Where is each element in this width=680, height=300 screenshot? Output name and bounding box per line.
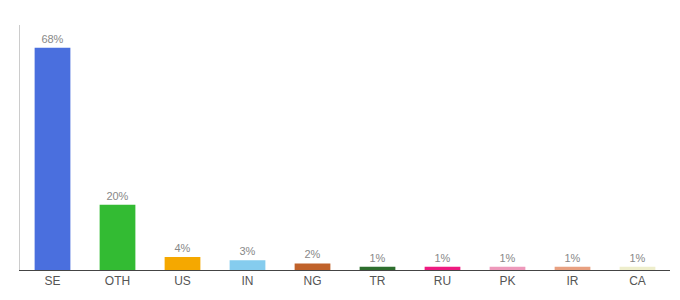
svg-text:TR: TR bbox=[370, 274, 386, 288]
svg-text:68%: 68% bbox=[41, 33, 63, 45]
svg-text:3%: 3% bbox=[239, 245, 255, 257]
svg-text:1%: 1% bbox=[434, 252, 450, 264]
svg-text:US: US bbox=[174, 274, 191, 288]
svg-text:RU: RU bbox=[434, 274, 451, 288]
svg-text:PK: PK bbox=[499, 274, 515, 288]
svg-text:OTH: OTH bbox=[105, 274, 130, 288]
svg-text:1%: 1% bbox=[499, 252, 515, 264]
svg-text:IN: IN bbox=[242, 274, 254, 288]
svg-text:1%: 1% bbox=[629, 252, 645, 264]
svg-text:4%: 4% bbox=[174, 242, 190, 254]
svg-text:SE: SE bbox=[44, 274, 60, 288]
svg-text:NG: NG bbox=[304, 274, 322, 288]
svg-text:IR: IR bbox=[567, 274, 579, 288]
svg-text:CA: CA bbox=[629, 274, 646, 288]
svg-text:2%: 2% bbox=[304, 248, 320, 260]
svg-text:20%: 20% bbox=[106, 190, 128, 202]
svg-text:1%: 1% bbox=[369, 252, 385, 264]
svg-text:1%: 1% bbox=[564, 252, 580, 264]
